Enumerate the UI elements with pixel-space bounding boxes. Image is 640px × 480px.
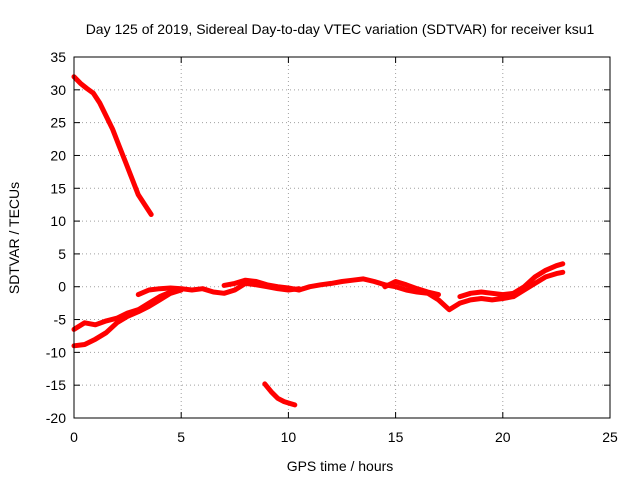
x-tick-label: 0 (70, 429, 78, 445)
series-group (71, 74, 566, 408)
x-tick-labels: 0 5 10 15 20 25 (70, 429, 618, 445)
y-tick-label: -10 (46, 344, 66, 360)
x-tick-label: 5 (177, 429, 185, 445)
series-line-segment-11 (511, 261, 566, 296)
y-tick-label: 25 (50, 115, 66, 131)
series-line-segment-6 (221, 277, 302, 293)
series-line-segment-2 (262, 381, 298, 408)
plot-frame (73, 56, 611, 419)
x-tick-label: 10 (281, 429, 297, 445)
grid (74, 57, 610, 418)
y-tick-label: 30 (50, 82, 66, 98)
x-tick-label: 25 (602, 429, 618, 445)
y-tick-label: 0 (58, 279, 66, 295)
series-line-segment-9 (457, 289, 516, 300)
y-tick-label: 35 (50, 49, 66, 65)
x-tick-label: 15 (388, 429, 404, 445)
y-tick-label: -15 (46, 377, 66, 393)
y-tick-label: 20 (50, 147, 66, 163)
x-axis-label: GPS time / hours (287, 458, 394, 474)
y-tick-labels: -20 -15 -10 -5 0 5 10 15 20 25 30 35 (46, 49, 66, 426)
series-line-segment-4 (71, 287, 184, 332)
axis-ticks (73, 56, 611, 419)
series-line-segment-10 (511, 269, 566, 300)
y-tick-label: 10 (50, 213, 66, 229)
y-axis-label: SDTVAR / TECUs (6, 182, 22, 294)
series-line-segment-7 (296, 276, 516, 313)
series-line-segment-8 (382, 279, 441, 298)
y-tick-label: -20 (46, 410, 66, 426)
series-line-segment-3 (71, 287, 184, 349)
y-tick-label: 15 (50, 180, 66, 196)
x-tick-label: 20 (495, 429, 511, 445)
series-line-segment-1 (71, 74, 154, 217)
chart-title: Day 125 of 2019, Sidereal Day-to-day VTE… (86, 21, 595, 37)
y-tick-label: 5 (58, 246, 66, 262)
y-tick-label: -5 (54, 312, 67, 328)
